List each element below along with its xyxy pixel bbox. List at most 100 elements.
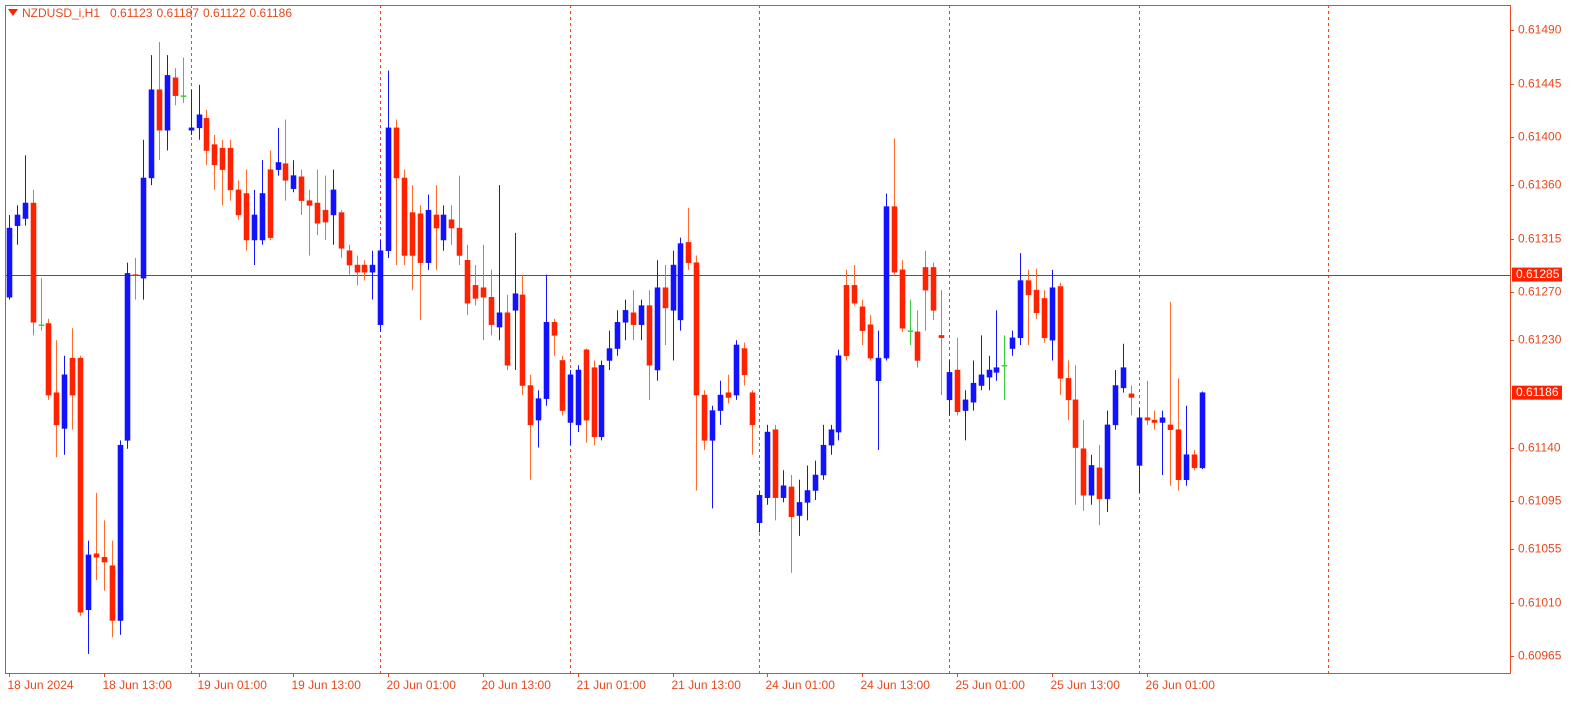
candle-body <box>993 367 1000 373</box>
candle-body <box>85 554 92 611</box>
candle-body <box>1199 392 1206 469</box>
candle-body <box>109 565 116 621</box>
y-tick-label: 0.61400 <box>1518 130 1562 144</box>
candle-body <box>124 273 131 441</box>
candle-body <box>14 214 21 226</box>
candle-body <box>282 163 289 181</box>
menu-triangle[interactable] <box>8 9 18 16</box>
chart-title: NZDUSD_i,H1 <box>22 6 100 20</box>
candle-body <box>1191 454 1198 469</box>
candle-body <box>780 485 787 498</box>
candle-body <box>630 312 637 325</box>
candle-body <box>235 189 242 216</box>
candle-body <box>1033 289 1040 314</box>
candle-body <box>38 324 45 326</box>
price-tag-label: 0.61186 <box>1516 385 1559 399</box>
candle-body <box>1120 367 1127 389</box>
candle-body <box>306 200 313 206</box>
candle-body <box>314 202 321 224</box>
y-tick-label: 0.61140 <box>1518 441 1561 455</box>
candle-body <box>567 374 574 423</box>
candle-body <box>804 490 811 503</box>
candle-body <box>875 357 882 382</box>
x-tick-label: 19 Jun 13:00 <box>292 678 362 692</box>
candle-body <box>401 177 408 256</box>
x-tick-label: 18 Jun 13:00 <box>103 678 173 692</box>
candle-body <box>551 322 558 336</box>
candle-body <box>259 193 266 241</box>
candle-body <box>606 348 613 361</box>
candle-body <box>583 349 590 421</box>
candle-body <box>772 429 779 498</box>
y-tick-label: 0.61230 <box>1518 333 1562 347</box>
candle-body <box>670 264 677 311</box>
candle-body <box>535 398 542 421</box>
candle-body <box>496 312 503 328</box>
candle-body <box>393 127 400 179</box>
candle-body <box>978 374 985 386</box>
candle-body <box>504 312 511 366</box>
candle-body <box>290 175 297 189</box>
candle-body <box>646 305 653 366</box>
candle-body <box>654 287 661 371</box>
candle-body <box>464 260 471 304</box>
candle-body <box>828 429 835 446</box>
x-tick-label: 24 Jun 01:00 <box>766 678 836 692</box>
candle-body <box>1112 385 1119 426</box>
candle-body <box>180 95 187 97</box>
candle-body <box>53 392 60 426</box>
y-tick-label: 0.61055 <box>1518 542 1562 556</box>
candle-body <box>701 394 708 441</box>
candle-body <box>1009 337 1016 349</box>
candle-body <box>488 297 495 325</box>
candle-body <box>591 367 598 438</box>
candle-body <box>709 410 716 441</box>
x-tick-label: 25 Jun 01:00 <box>956 678 1026 692</box>
candle-body <box>440 214 447 241</box>
candle-body <box>796 502 803 516</box>
candle-body <box>164 75 171 131</box>
candle-body <box>851 285 858 304</box>
candle-body <box>559 360 566 411</box>
chart-header: NZDUSD_i,H1 0.61123 0.61187 0.61122 0.61… <box>8 6 292 20</box>
y-tick-label: 0.61095 <box>1518 494 1562 508</box>
candle-body <box>662 287 669 309</box>
candle-body <box>922 267 929 291</box>
candle-body <box>354 264 361 273</box>
high-value: 0.61187 <box>157 6 200 20</box>
x-tick-label: 18 Jun 2024 <box>8 678 74 692</box>
candle-body <box>267 169 274 238</box>
candle-body <box>930 267 937 311</box>
x-tick-label: 21 Jun 01:00 <box>577 678 647 692</box>
candle-body <box>764 431 771 498</box>
candle-body <box>598 364 605 438</box>
x-tick-label: 24 Jun 13:00 <box>861 678 931 692</box>
candle-body <box>519 294 526 386</box>
candle-body <box>614 322 621 349</box>
candle-body <box>1175 429 1182 481</box>
y-tick-label: 0.60965 <box>1518 649 1562 663</box>
candle-body <box>946 372 953 401</box>
candle-body <box>512 293 519 311</box>
x-tick-label: 21 Jun 13:00 <box>672 678 742 692</box>
price-tag <box>1512 267 1562 282</box>
candle-body <box>914 331 921 361</box>
candle-body <box>899 269 906 329</box>
candle-body <box>543 322 550 399</box>
candle-body <box>733 344 740 396</box>
candle-body <box>685 242 692 263</box>
candle-body <box>1096 467 1103 500</box>
candle-body <box>385 127 392 251</box>
candle-body <box>891 206 898 273</box>
candle-body <box>227 147 234 191</box>
candle-body <box>93 553 100 558</box>
candle-body <box>69 357 76 396</box>
candle-body <box>1080 448 1087 496</box>
candle-body <box>322 209 329 223</box>
candle-body <box>45 323 52 396</box>
candle-body <box>622 310 629 323</box>
low-value: 0.61122 <box>203 6 246 20</box>
